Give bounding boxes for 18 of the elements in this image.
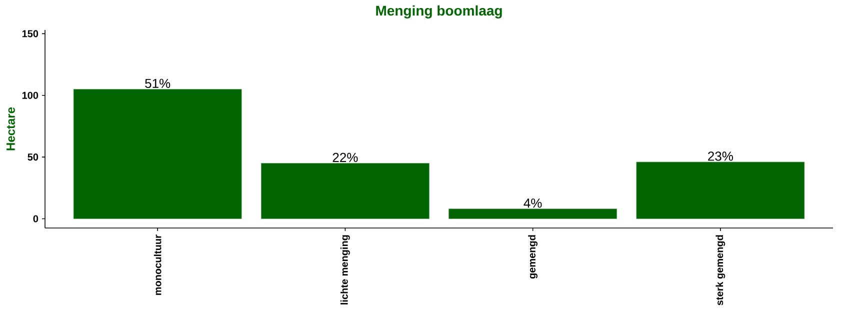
x-tick-label: monocultuur bbox=[154, 234, 162, 295]
bar bbox=[261, 163, 430, 219]
y-tick-label: 100 bbox=[22, 92, 38, 99]
y-tick-label: 150 bbox=[22, 30, 38, 38]
chart-title: Menging boomlaag bbox=[376, 5, 502, 18]
annotation: 22% bbox=[332, 152, 358, 162]
x-tick-label: sterk gemengd bbox=[716, 235, 726, 306]
annotation: 4% bbox=[524, 198, 542, 208]
y-axis-title: Hectare bbox=[6, 107, 15, 150]
y-tick-label: 50 bbox=[28, 154, 38, 161]
annotation: 23% bbox=[708, 152, 733, 161]
annotation: 51% bbox=[145, 78, 170, 88]
y-tick-label: 0 bbox=[33, 215, 38, 222]
bar bbox=[73, 89, 242, 219]
x-tick-label: lichte menging bbox=[340, 235, 350, 304]
bar bbox=[448, 208, 618, 219]
x-tick-label: gemengd bbox=[528, 235, 538, 279]
bar bbox=[636, 162, 805, 219]
